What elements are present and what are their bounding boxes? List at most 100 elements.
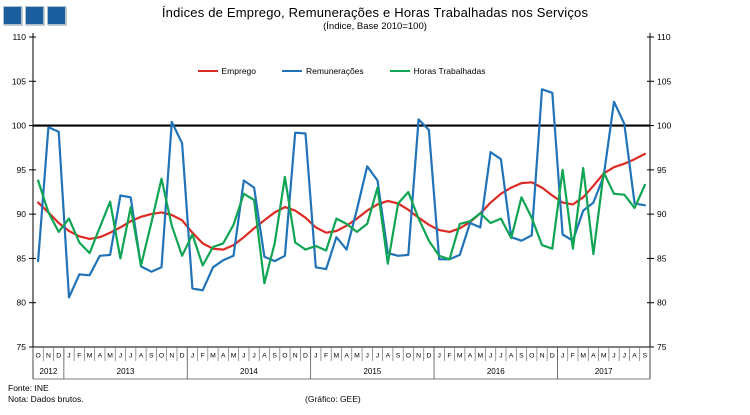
month-label: J <box>67 353 70 360</box>
month-label: N <box>293 353 298 360</box>
year-label: 2016 <box>487 367 505 376</box>
chart-subtitle: (Índice, Base 2010=100) <box>323 21 427 32</box>
series-line-emprego <box>36 152 647 251</box>
month-label: J <box>376 353 379 360</box>
month-label: D <box>180 353 185 360</box>
month-label: M <box>457 353 463 360</box>
month-label: S <box>396 353 401 360</box>
month-label: A <box>221 353 226 360</box>
y-axis-label: 85 <box>17 253 27 263</box>
legend-label: Emprego <box>221 66 257 76</box>
chart-legend: Emprego Remunerações Horas Trabalhadas <box>33 66 650 76</box>
month-label: A <box>139 353 144 360</box>
y-axis-label: 110 <box>12 32 26 42</box>
month-label: J <box>242 353 245 360</box>
month-label: O <box>35 353 40 360</box>
month-label: M <box>477 353 483 360</box>
month-label: O <box>159 353 164 360</box>
month-label: S <box>272 353 277 360</box>
month-label: F <box>77 353 81 360</box>
month-label: J <box>561 353 564 360</box>
y-axis-label: 105 <box>12 76 26 86</box>
month-label: S <box>519 353 524 360</box>
month-label: M <box>334 353 340 360</box>
chart-title: Índices de Emprego, Remunerações e Horas… <box>161 5 589 20</box>
month-label: J <box>119 353 122 360</box>
month-label: A <box>98 353 103 360</box>
y-axis-label: 90 <box>657 209 667 219</box>
month-label: A <box>468 353 473 360</box>
legend-item: Emprego <box>197 66 257 76</box>
y-axis-label: 100 <box>657 121 671 131</box>
logo-square <box>3 6 22 25</box>
y-axis-label: 80 <box>657 298 667 308</box>
series-line-horas-trabalhadas <box>36 167 647 285</box>
month-label: F <box>201 353 205 360</box>
footer-note: Nota: Dados brutos. <box>8 394 84 404</box>
month-label: F <box>447 353 451 360</box>
month-label: N <box>540 353 545 360</box>
month-label: J <box>437 353 440 360</box>
month-label: F <box>571 353 575 360</box>
month-label: J <box>489 353 492 360</box>
month-label: M <box>107 353 113 360</box>
three-squares-logo <box>3 6 66 25</box>
month-label: M <box>210 353 216 360</box>
month-label: M <box>601 353 607 360</box>
month-label: M <box>354 353 360 360</box>
month-label: J <box>366 353 369 360</box>
year-label: 2013 <box>117 367 135 376</box>
month-label: M <box>580 353 586 360</box>
month-label: D <box>303 353 308 360</box>
year-label: 2012 <box>40 367 58 376</box>
month-label: S <box>149 353 154 360</box>
month-label: A <box>509 353 514 360</box>
footer-credit: (Gráfico: GEE) <box>305 394 361 404</box>
legend-line-swatch <box>197 69 218 73</box>
month-label: J <box>499 353 502 360</box>
month-label: O <box>282 353 287 360</box>
logo-square <box>47 6 66 25</box>
month-label: O <box>529 353 534 360</box>
month-label: M <box>87 353 93 360</box>
year-label: 2015 <box>363 367 381 376</box>
y-axis-label: 75 <box>17 342 27 352</box>
y-axis-label: 85 <box>657 253 667 263</box>
series-line-remunera-es <box>36 88 647 299</box>
month-label: J <box>612 353 615 360</box>
year-label: 2014 <box>240 367 258 376</box>
month-label: A <box>386 353 391 360</box>
month-label: N <box>169 353 174 360</box>
month-label: J <box>252 353 255 360</box>
month-label: D <box>56 353 61 360</box>
footer-source: Fonte: INE <box>8 383 49 393</box>
y-axis-label: 100 <box>12 121 26 131</box>
y-axis-label: 75 <box>657 342 667 352</box>
month-label: D <box>426 353 431 360</box>
legend-label: Remunerações <box>306 66 364 76</box>
legend-line-swatch <box>389 69 410 73</box>
y-axis-label: 110 <box>657 32 671 42</box>
month-label: J <box>314 353 317 360</box>
month-label: S <box>643 353 648 360</box>
legend-line-swatch <box>282 69 303 73</box>
y-axis-label: 80 <box>17 298 27 308</box>
month-label: J <box>623 353 626 360</box>
logo-square <box>25 6 44 25</box>
month-label: J <box>191 353 194 360</box>
y-axis-label: 105 <box>657 76 671 86</box>
month-label: O <box>406 353 411 360</box>
month-label: N <box>46 353 51 360</box>
legend-label: Horas Trabalhadas <box>413 66 486 76</box>
month-label: N <box>416 353 421 360</box>
month-label: F <box>324 353 328 360</box>
month-label: A <box>262 353 267 360</box>
y-axis-label: 90 <box>17 209 27 219</box>
month-label: A <box>632 353 637 360</box>
month-label: A <box>344 353 349 360</box>
year-label: 2017 <box>595 367 613 376</box>
legend-item: Remunerações <box>282 66 364 76</box>
legend-item: Horas Trabalhadas <box>389 66 486 76</box>
